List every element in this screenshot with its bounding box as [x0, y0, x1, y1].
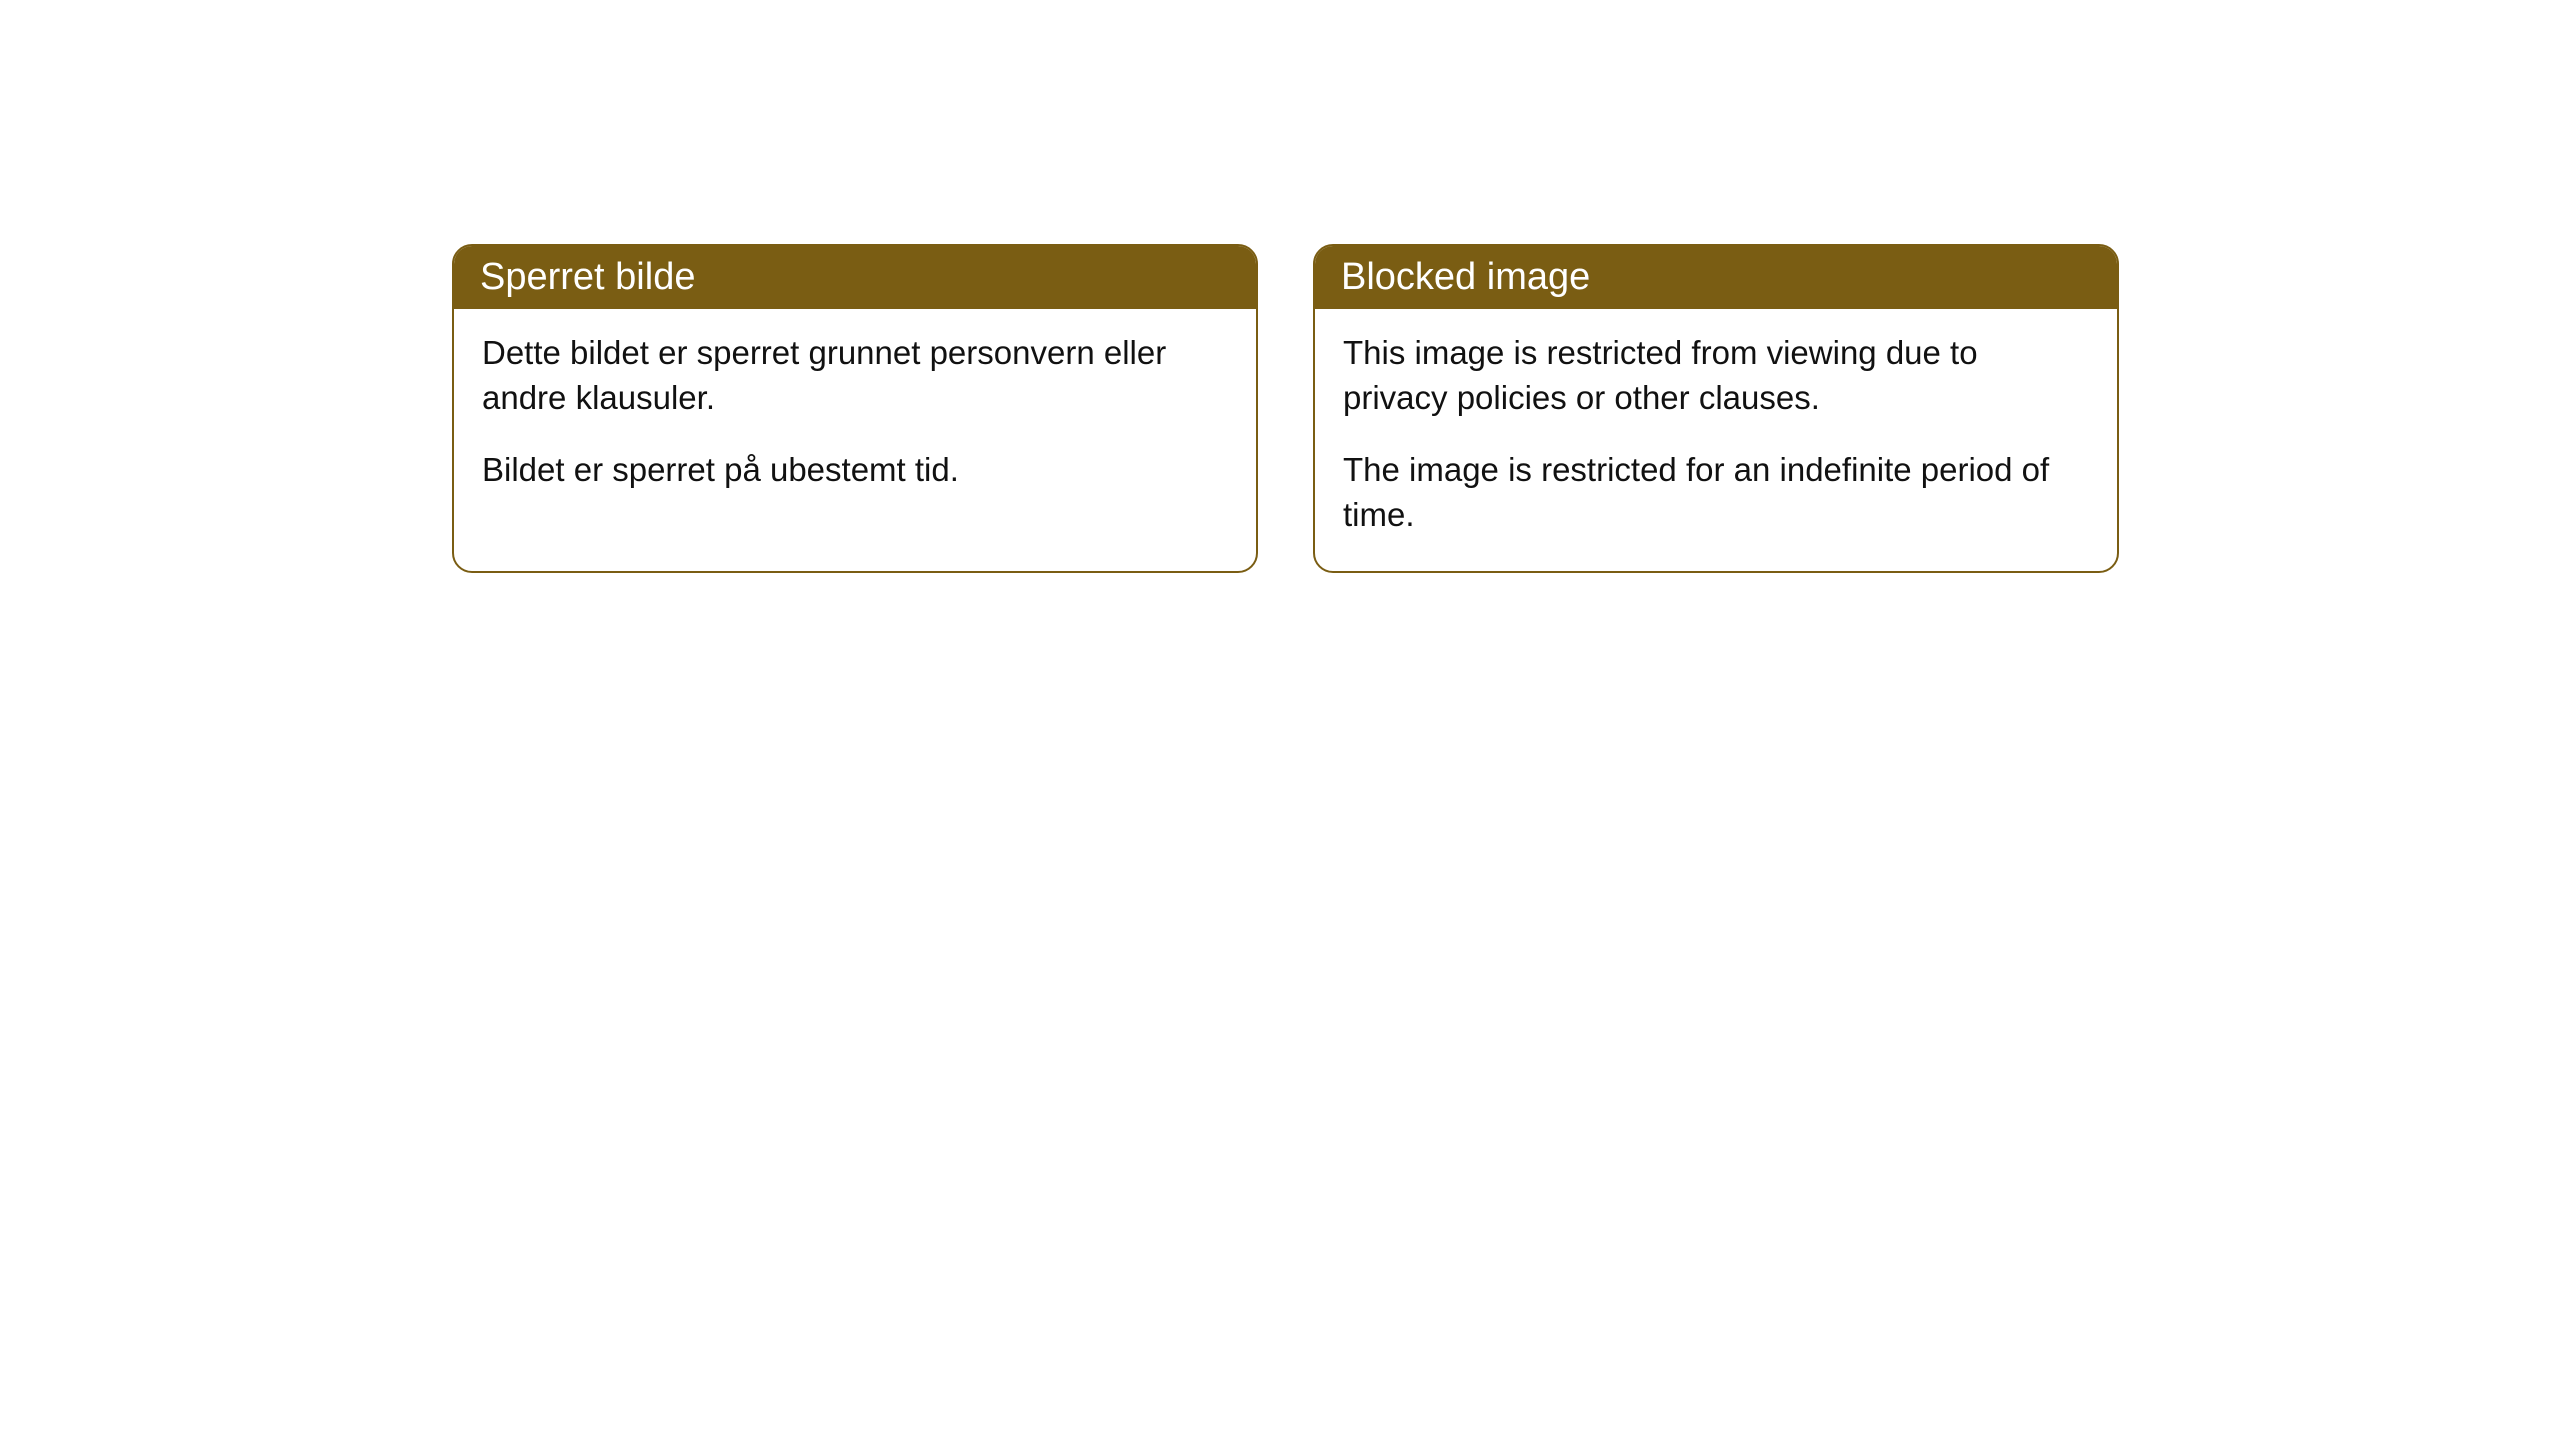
notice-card-english: Blocked image This image is restricted f…: [1313, 244, 2119, 573]
card-paragraph-english-1: This image is restricted from viewing du…: [1343, 331, 2089, 420]
card-paragraph-norwegian-2: Bildet er sperret på ubestemt tid.: [482, 448, 1228, 493]
card-body-norwegian: Dette bildet er sperret grunnet personve…: [454, 309, 1256, 527]
notice-card-norwegian: Sperret bilde Dette bildet er sperret gr…: [452, 244, 1258, 573]
card-title-norwegian: Sperret bilde: [454, 246, 1256, 309]
card-paragraph-english-2: The image is restricted for an indefinit…: [1343, 448, 2089, 537]
card-paragraph-norwegian-1: Dette bildet er sperret grunnet personve…: [482, 331, 1228, 420]
card-title-english: Blocked image: [1315, 246, 2117, 309]
card-body-english: This image is restricted from viewing du…: [1315, 309, 2117, 571]
notice-cards-container: Sperret bilde Dette bildet er sperret gr…: [452, 244, 2119, 573]
